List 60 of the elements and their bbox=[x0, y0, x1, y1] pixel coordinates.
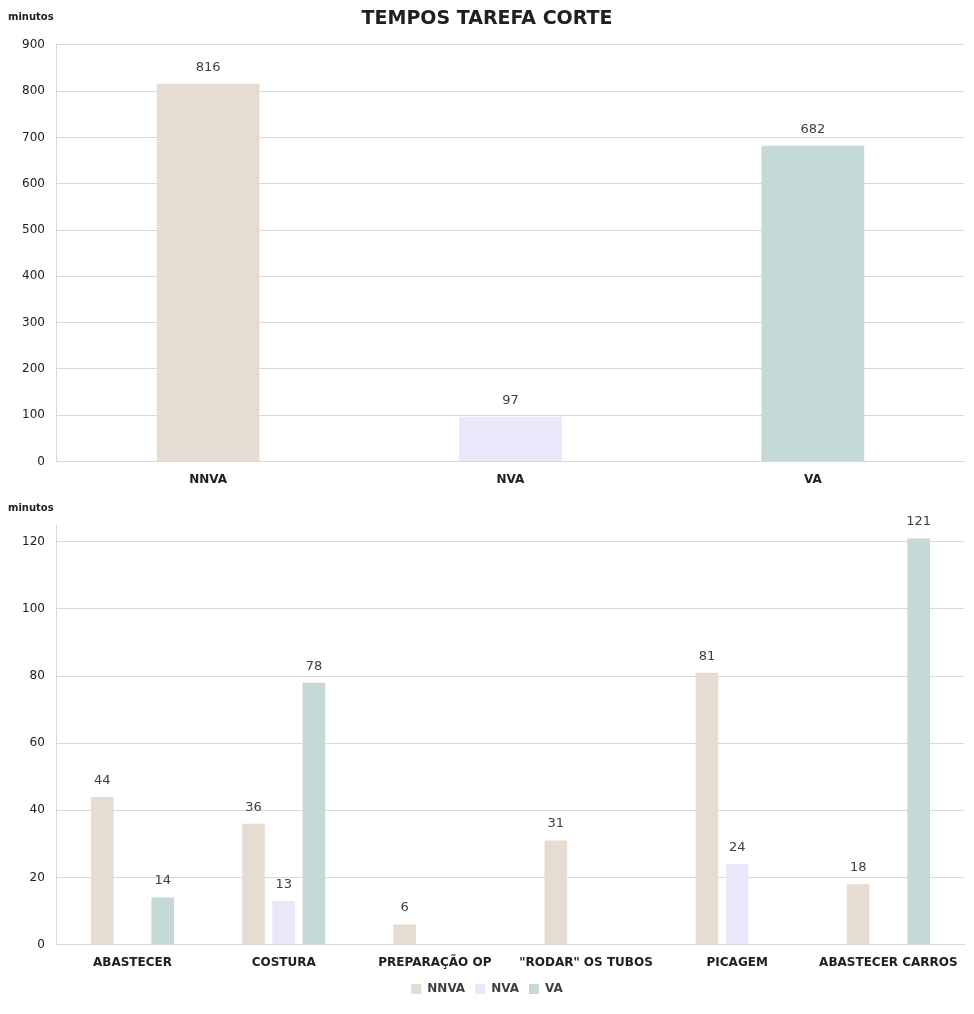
y-tick-label: 0 bbox=[37, 453, 45, 468]
y-tick-label: 60 bbox=[29, 735, 45, 750]
bar bbox=[151, 897, 175, 945]
bar bbox=[459, 416, 562, 462]
y-tick-label: 40 bbox=[29, 802, 45, 817]
legend-label: NNVA bbox=[427, 981, 466, 996]
y-tick-label: 800 bbox=[22, 83, 45, 98]
bar bbox=[846, 884, 870, 945]
bar bbox=[90, 796, 114, 945]
x-tick-label: NVA bbox=[496, 471, 526, 486]
chart-title: TEMPOS TAREFA CORTE bbox=[361, 6, 613, 29]
y-tick-label: 500 bbox=[22, 222, 45, 237]
bar bbox=[907, 538, 930, 945]
data-label: 6 bbox=[400, 899, 409, 915]
legend-label: VA bbox=[544, 981, 564, 996]
legend-label: NVA bbox=[491, 981, 520, 996]
data-label: 24 bbox=[728, 838, 746, 854]
data-label: 44 bbox=[93, 771, 111, 787]
x-tick-label: PREPARAÇÃO OP bbox=[378, 953, 492, 969]
x-tick-label: ABASTECER CARROS bbox=[819, 954, 958, 969]
data-label: 13 bbox=[275, 875, 292, 891]
data-label: 14 bbox=[154, 872, 172, 888]
bar bbox=[393, 924, 416, 945]
x-tick-label: PICAGEM bbox=[706, 954, 768, 969]
data-label: 81 bbox=[698, 647, 716, 663]
x-tick-label: "RODAR" OS TUBOS bbox=[519, 954, 653, 969]
y-tick-label: 100 bbox=[22, 407, 45, 422]
y-tick-label: 700 bbox=[22, 129, 45, 144]
bar bbox=[695, 672, 719, 945]
data-label: 816 bbox=[195, 58, 221, 74]
bar bbox=[302, 682, 326, 945]
y-tick-label: 100 bbox=[22, 601, 45, 616]
bar bbox=[725, 864, 749, 945]
y-tick-label: 600 bbox=[22, 175, 45, 190]
bar bbox=[242, 823, 265, 945]
bar bbox=[272, 900, 296, 945]
y-axis-title: minutos bbox=[8, 10, 54, 22]
x-tick-label: VA bbox=[803, 471, 823, 486]
x-tick-label: NNVA bbox=[189, 471, 228, 486]
data-label: 682 bbox=[800, 120, 826, 136]
y-tick-label: 120 bbox=[22, 533, 45, 548]
x-tick-label: ABASTECER bbox=[93, 954, 172, 969]
y-tick-label: 200 bbox=[22, 361, 45, 376]
y-axis-title: minutos bbox=[8, 501, 54, 513]
y-tick-label: 0 bbox=[37, 936, 45, 951]
y-tick-label: 900 bbox=[22, 36, 45, 51]
data-label: 36 bbox=[245, 798, 262, 814]
bar bbox=[761, 145, 865, 462]
bar bbox=[156, 83, 260, 462]
bar bbox=[544, 840, 568, 945]
y-tick-label: 20 bbox=[29, 869, 45, 884]
y-tick-label: 80 bbox=[29, 668, 45, 683]
data-label: 31 bbox=[547, 815, 565, 831]
data-label: 97 bbox=[502, 391, 519, 407]
data-label: 78 bbox=[305, 657, 323, 673]
y-tick-label: 400 bbox=[22, 268, 45, 283]
data-label: 18 bbox=[849, 859, 867, 875]
data-label: 121 bbox=[906, 513, 932, 529]
x-tick-label: COSTURA bbox=[251, 954, 317, 969]
y-tick-label: 300 bbox=[22, 314, 45, 329]
